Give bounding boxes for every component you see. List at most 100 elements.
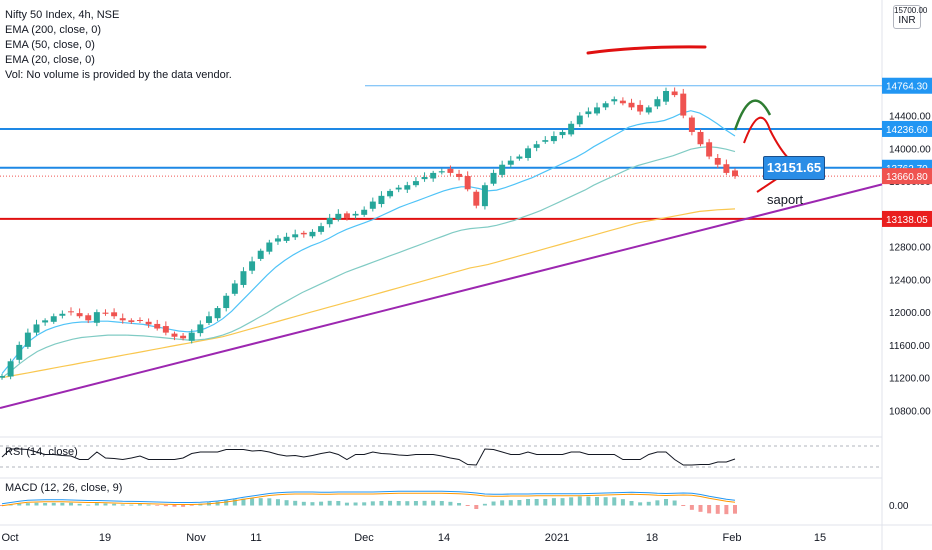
legend-symbol[interactable]: Nifty 50 Index, 4h, NSE xyxy=(5,9,120,21)
macd-histogram-bar xyxy=(448,501,453,506)
candle-body xyxy=(507,160,514,165)
macd-histogram-bar xyxy=(43,503,48,506)
macd-histogram-bar xyxy=(603,497,608,506)
candle-body xyxy=(576,115,583,125)
candle-body xyxy=(136,320,143,322)
macd-histogram-bar xyxy=(379,501,384,506)
currency-code: INR xyxy=(898,15,916,26)
candle-body xyxy=(266,242,273,252)
candle-body xyxy=(688,117,695,132)
macd-label[interactable]: MACD (12, 26, close, 9) xyxy=(5,482,123,494)
top-resistance-drawing xyxy=(586,45,707,55)
y-tick-label: 11600.00 xyxy=(889,341,930,352)
price-tag-box xyxy=(882,168,932,185)
candle-body xyxy=(464,176,471,190)
candle-body xyxy=(706,142,713,157)
price-tag-box xyxy=(882,77,932,94)
macd-histogram-bar xyxy=(715,505,720,514)
candle-body xyxy=(145,321,152,325)
macd-histogram-bar xyxy=(482,503,487,506)
x-tick-label: Dec xyxy=(354,532,374,544)
macd-histogram-bar xyxy=(422,500,427,506)
x-tick-label: 2021 xyxy=(545,532,569,544)
candle-body xyxy=(559,131,566,136)
candle-body xyxy=(214,308,221,319)
macd-histogram-bar xyxy=(172,505,177,507)
macd-histogram-bar xyxy=(543,499,548,506)
legend-ema50[interactable]: EMA (50, close, 0) xyxy=(5,39,95,51)
macd-histogram-bar xyxy=(724,505,729,515)
macd-histogram-bar xyxy=(284,500,289,506)
macd-histogram-bar xyxy=(275,499,280,506)
candle-body xyxy=(68,311,74,313)
candle-body xyxy=(102,312,109,314)
x-tick-label: 19 xyxy=(99,532,111,544)
candle-body xyxy=(525,148,532,158)
candle-body xyxy=(732,170,738,177)
rsi-line xyxy=(1,448,736,466)
macd-histogram-bar xyxy=(396,501,401,506)
candle-body xyxy=(369,201,376,209)
candle-body xyxy=(231,283,238,294)
macd-histogram-bar xyxy=(491,501,496,506)
macd-histogram-bar xyxy=(77,503,82,506)
candle-body xyxy=(421,177,428,180)
chart-legend: Nifty 50 Index, 4h, NSE EMA (200, close,… xyxy=(5,8,232,83)
x-tick-label: 14 xyxy=(438,532,450,544)
macd-histogram-bar xyxy=(672,500,677,506)
candle-body xyxy=(309,231,316,237)
candle-body xyxy=(205,316,212,323)
x-tick-label: 15 xyxy=(814,532,826,544)
legend-ema20[interactable]: EMA (20, close, 0) xyxy=(5,54,95,66)
candle-body xyxy=(516,156,523,159)
candle-body xyxy=(249,261,256,271)
candle-body xyxy=(602,103,609,108)
macd-histogram-bar xyxy=(129,504,134,506)
x-tick-label: 11 xyxy=(250,532,261,544)
price-tag-label: 13660.80 xyxy=(886,172,928,183)
macd-histogram-bar xyxy=(155,505,160,506)
macd-histogram-bar xyxy=(681,505,686,506)
candle-body xyxy=(42,320,49,323)
y-tick-label: 10800.00 xyxy=(889,406,931,417)
candle-body xyxy=(499,164,506,175)
candle-body xyxy=(430,172,437,179)
macd-histogram-bar xyxy=(629,501,634,506)
candle-body xyxy=(568,123,575,135)
macd-histogram-bar xyxy=(388,500,393,506)
candle-body xyxy=(16,344,23,360)
macd-histogram-bar xyxy=(517,500,522,506)
macd-histogram-bar xyxy=(500,500,505,506)
macd-histogram-bar xyxy=(181,505,186,507)
currency-button[interactable]: 15700.00 INR xyxy=(893,5,927,29)
legend-ema200[interactable]: EMA (200, close, 0) xyxy=(5,24,101,36)
macd-histogram-bar xyxy=(60,502,65,506)
candle-body xyxy=(111,312,118,317)
candle-body xyxy=(335,213,342,220)
candle-body xyxy=(274,238,281,242)
macd-histogram-bar xyxy=(534,499,539,506)
candle-body xyxy=(33,324,40,333)
candle-body xyxy=(59,313,66,316)
candle-body xyxy=(663,91,669,102)
candle-body xyxy=(257,250,264,259)
macd-histogram-bar xyxy=(370,501,375,506)
macd-histogram-bar xyxy=(413,501,418,506)
candle-body xyxy=(171,333,178,337)
macd-histogram-bar xyxy=(586,496,591,506)
rsi-label[interactable]: RSI (14, close) xyxy=(5,446,78,458)
macd-histogram-bar xyxy=(457,503,462,506)
macd-histogram-bar xyxy=(267,498,272,506)
macd-line xyxy=(1,490,736,505)
macd-histogram-bar xyxy=(17,503,22,506)
macd-histogram-bar xyxy=(301,501,306,506)
macd-histogram-bar xyxy=(362,502,367,506)
candle-body xyxy=(619,100,626,104)
macd-histogram-bar xyxy=(137,504,142,506)
candle-body xyxy=(223,295,230,309)
legend-volume[interactable]: Vol: No volume is provided by the data v… xyxy=(5,69,232,81)
candle-body xyxy=(292,234,299,238)
candle-body xyxy=(197,324,204,334)
